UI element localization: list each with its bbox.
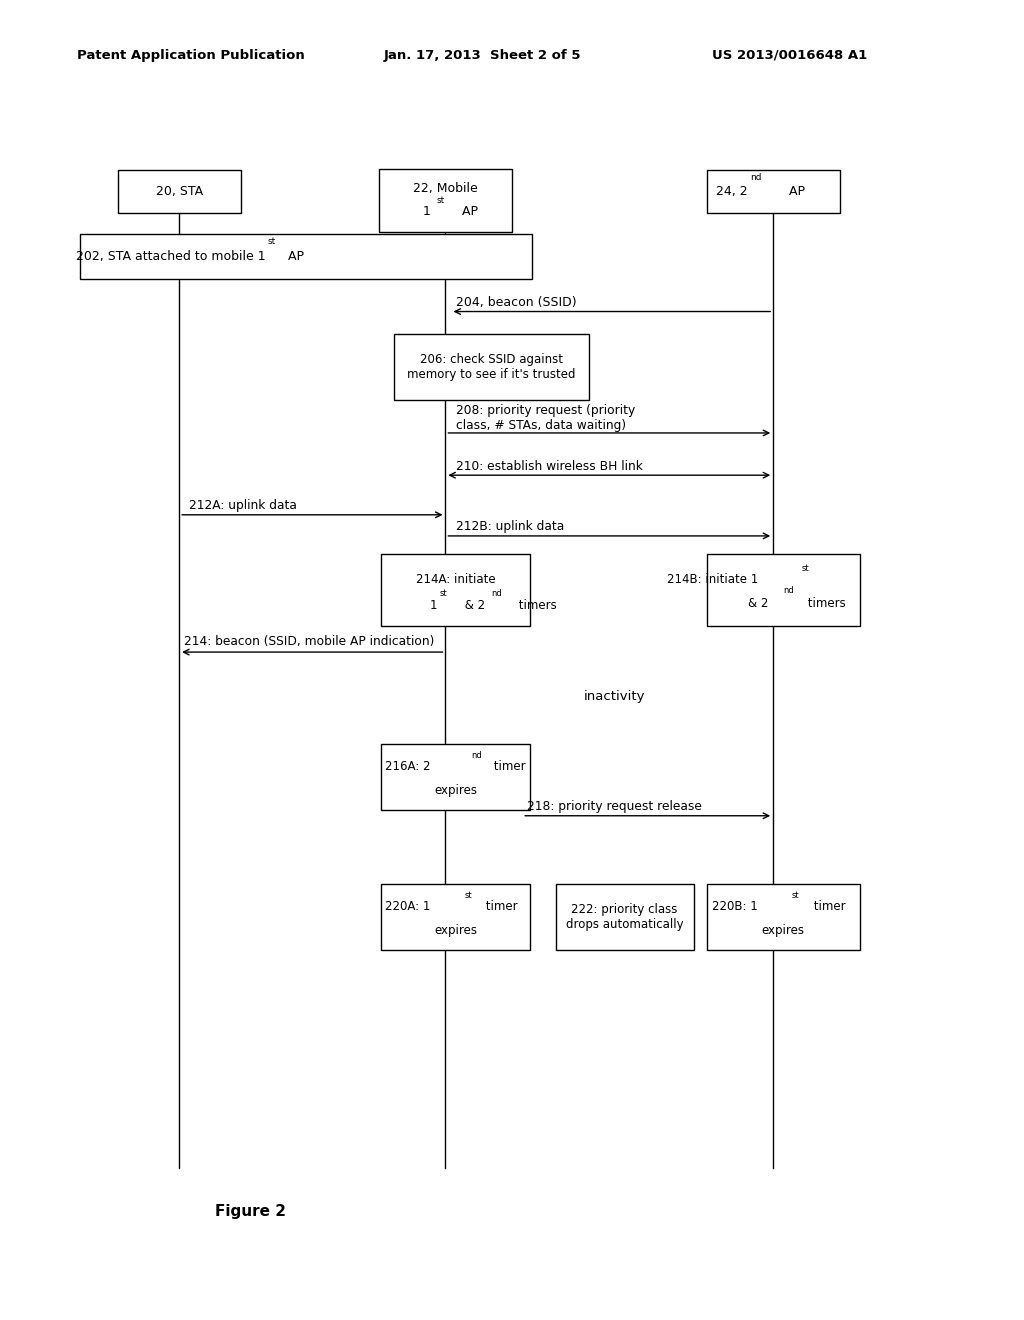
- Text: Figure 2: Figure 2: [215, 1204, 287, 1220]
- Text: & 2: & 2: [748, 597, 768, 610]
- Text: nd: nd: [783, 586, 794, 595]
- Text: & 2: & 2: [461, 599, 485, 612]
- Text: 204, beacon (SSID): 204, beacon (SSID): [456, 296, 577, 309]
- Text: expires: expires: [434, 784, 477, 797]
- Text: US 2013/0016648 A1: US 2013/0016648 A1: [712, 49, 867, 62]
- Text: expires: expires: [762, 924, 805, 937]
- Text: 206: check SSID against
memory to see if it's trusted: 206: check SSID against memory to see if…: [408, 352, 575, 381]
- Text: 208: priority request (priority
class, # STAs, data waiting): 208: priority request (priority class, #…: [456, 404, 635, 432]
- Text: st: st: [792, 891, 800, 900]
- Text: st: st: [802, 564, 810, 573]
- Text: st: st: [267, 236, 275, 246]
- Text: nd: nd: [471, 751, 481, 760]
- Text: 202, STA attached to mobile 1: 202, STA attached to mobile 1: [76, 249, 265, 263]
- Text: 1: 1: [429, 599, 437, 612]
- Text: AP: AP: [458, 205, 478, 218]
- Bar: [555, 884, 694, 950]
- Bar: [118, 170, 241, 213]
- Text: timers: timers: [804, 597, 846, 610]
- Bar: [394, 334, 589, 400]
- Text: 214A: initiate: 214A: initiate: [416, 573, 496, 586]
- Text: 216A: 2: 216A: 2: [385, 760, 430, 774]
- Text: 214B: initiate 1: 214B: initiate 1: [667, 573, 758, 586]
- Text: 212A: uplink data: 212A: uplink data: [189, 499, 297, 512]
- Text: timer: timer: [490, 760, 526, 774]
- Bar: [381, 553, 530, 626]
- Text: 220B: 1: 220B: 1: [712, 900, 758, 913]
- Text: nd: nd: [751, 173, 762, 182]
- Text: timer: timer: [810, 900, 846, 913]
- Text: AP: AP: [284, 249, 304, 263]
- Bar: [707, 170, 840, 213]
- Text: 22, Mobile: 22, Mobile: [413, 182, 478, 195]
- Text: 20, STA: 20, STA: [156, 185, 203, 198]
- Text: st: st: [439, 589, 447, 598]
- Text: Jan. 17, 2013  Sheet 2 of 5: Jan. 17, 2013 Sheet 2 of 5: [384, 49, 582, 62]
- Text: st: st: [436, 195, 444, 205]
- Text: Patent Application Publication: Patent Application Publication: [77, 49, 304, 62]
- Bar: [707, 884, 860, 950]
- Text: 212B: uplink data: 212B: uplink data: [456, 520, 564, 533]
- Bar: [381, 884, 530, 950]
- Text: nd: nd: [492, 589, 502, 598]
- Text: 214: beacon (SSID, mobile AP indication): 214: beacon (SSID, mobile AP indication): [184, 635, 435, 648]
- Bar: [381, 744, 530, 810]
- Text: 1: 1: [423, 205, 431, 218]
- Text: inactivity: inactivity: [584, 690, 645, 704]
- Bar: [80, 234, 532, 279]
- Text: 24, 2: 24, 2: [716, 185, 748, 198]
- Text: 220A: 1: 220A: 1: [385, 900, 430, 913]
- Text: 222: priority class
drops automatically: 222: priority class drops automatically: [566, 903, 683, 932]
- Text: AP: AP: [785, 185, 806, 198]
- Text: timers: timers: [515, 599, 557, 612]
- Bar: [379, 169, 512, 232]
- Text: timer: timer: [482, 900, 518, 913]
- Text: 218: priority request release: 218: priority request release: [527, 800, 702, 813]
- Text: 210: establish wireless BH link: 210: establish wireless BH link: [456, 459, 642, 473]
- Text: st: st: [464, 891, 472, 900]
- Text: expires: expires: [434, 924, 477, 937]
- Bar: [707, 553, 860, 626]
